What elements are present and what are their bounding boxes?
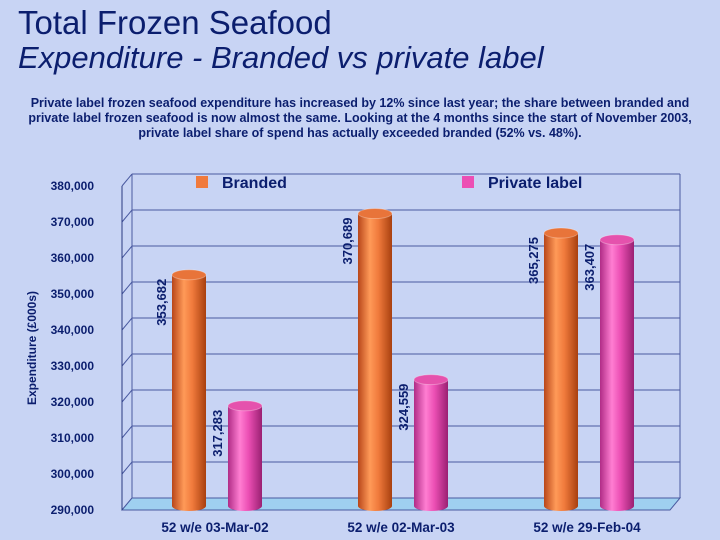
data-label: 324,559: [396, 384, 411, 431]
bar-private-label: [228, 405, 262, 511]
bar-cap: [227, 400, 263, 412]
y-tick-label: 300,000: [51, 467, 95, 481]
legend-label-private-label: Private label: [488, 175, 582, 192]
bar-branded: [544, 233, 578, 511]
bar-cap: [171, 269, 207, 281]
legend-label-branded: Branded: [222, 175, 287, 192]
bar-cap: [413, 374, 449, 386]
gridline-diag: [121, 245, 133, 259]
gridline-diag: [121, 425, 133, 439]
gridline-diag: [121, 281, 133, 295]
gridline-diag: [121, 317, 133, 331]
bar-cap: [357, 208, 393, 220]
data-label: 370,689: [340, 218, 355, 265]
data-label: 353,682: [154, 279, 169, 326]
chart-description: Private label frozen seafood expenditure…: [28, 96, 692, 140]
data-label: 317,283: [210, 410, 225, 457]
gridline-diag: [121, 353, 133, 367]
gridline-diag: [121, 461, 133, 475]
legend-swatch-private-label: [462, 176, 474, 188]
bar-cap: [599, 234, 635, 246]
y-tick-label: 290,000: [51, 503, 95, 517]
y-tick-label: 370,000: [51, 215, 95, 229]
x-tick-label: 52 w/e 03-Mar-02: [161, 520, 268, 535]
x-tick-label: 52 w/e 29-Feb-04: [533, 520, 641, 535]
bar-branded: [358, 213, 392, 512]
bar-private-label: [600, 239, 634, 511]
y-tick-label: 320,000: [51, 395, 95, 409]
y-tick-label: 310,000: [51, 431, 95, 445]
page-title: Total Frozen Seafood: [18, 4, 332, 41]
y-tick-label: 330,000: [51, 359, 95, 373]
y-tick-label: 360,000: [51, 251, 95, 265]
gridline-diag: [121, 173, 133, 187]
gridline-diag: [121, 209, 133, 223]
bar-private-label: [414, 379, 448, 511]
page-subtitle: Expenditure - Branded vs private label: [18, 40, 544, 75]
y-tick-label: 350,000: [51, 287, 95, 301]
data-label: 365,275: [526, 237, 541, 284]
legend-swatch-branded: [196, 176, 208, 188]
y-axis-title: Expenditure (£000s): [25, 291, 39, 405]
y-tick-label: 380,000: [51, 179, 95, 193]
data-label: 363,407: [582, 244, 597, 291]
x-tick-label: 52 w/e 02-Mar-03: [347, 520, 455, 535]
gridline-diag: [121, 389, 133, 403]
y-tick-label: 340,000: [51, 323, 95, 337]
bar-branded: [172, 274, 206, 511]
bar-cap: [543, 227, 579, 239]
